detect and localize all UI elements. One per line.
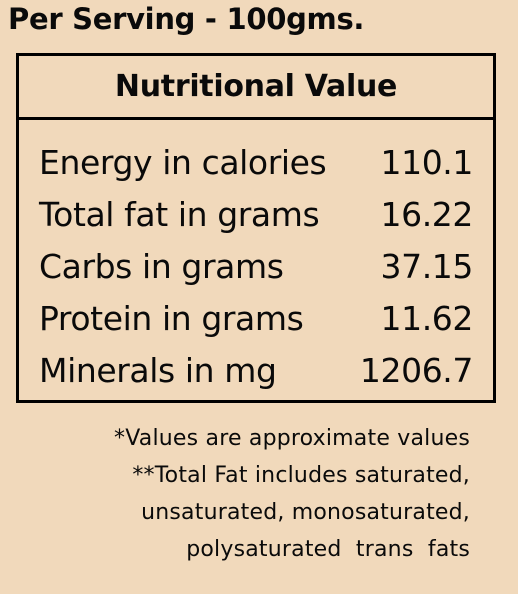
serving-size-heading: Per Serving - 100gms. (8, 2, 365, 36)
nutrient-row-energy: Energy in calories 110.1 (19, 136, 493, 188)
nutrient-value: 1206.7 (359, 350, 473, 390)
nutrient-value: 16.22 (380, 194, 474, 234)
nutrient-row-minerals: Minerals in mg 1206.7 (19, 344, 493, 396)
nutrient-value: 11.62 (380, 298, 474, 338)
nutrition-rows: Energy in calories 110.1 Total fat in gr… (19, 120, 493, 396)
footnote-approximate: *Values are approximate values (114, 426, 470, 451)
nutrient-value: 37.15 (380, 246, 474, 286)
nutrient-row-carbs: Carbs in grams 37.15 (19, 240, 493, 292)
nutrient-label: Carbs in grams (39, 246, 284, 286)
footnote-total-fat-cont: unsaturated, monosaturated, (141, 500, 470, 525)
footnote-total-fat-end: polysaturated trans fats (186, 537, 470, 562)
nutrient-label: Minerals in mg (39, 350, 277, 390)
nutrient-row-protein: Protein in grams 11.62 (19, 292, 493, 344)
nutrient-label: Energy in calories (39, 142, 327, 182)
footnotes: *Values are approximate values **Total F… (114, 420, 470, 568)
nutrition-table: Nutritional Value Energy in calories 110… (16, 53, 496, 403)
nutrient-row-total-fat: Total fat in grams 16.22 (19, 188, 493, 240)
nutrient-value: 110.1 (380, 142, 474, 182)
nutrient-label: Protein in grams (39, 298, 304, 338)
footnote-total-fat: **Total Fat includes saturated, (132, 463, 470, 488)
nutrient-label: Total fat in grams (39, 194, 320, 234)
nutrition-table-title: Nutritional Value (19, 56, 493, 120)
